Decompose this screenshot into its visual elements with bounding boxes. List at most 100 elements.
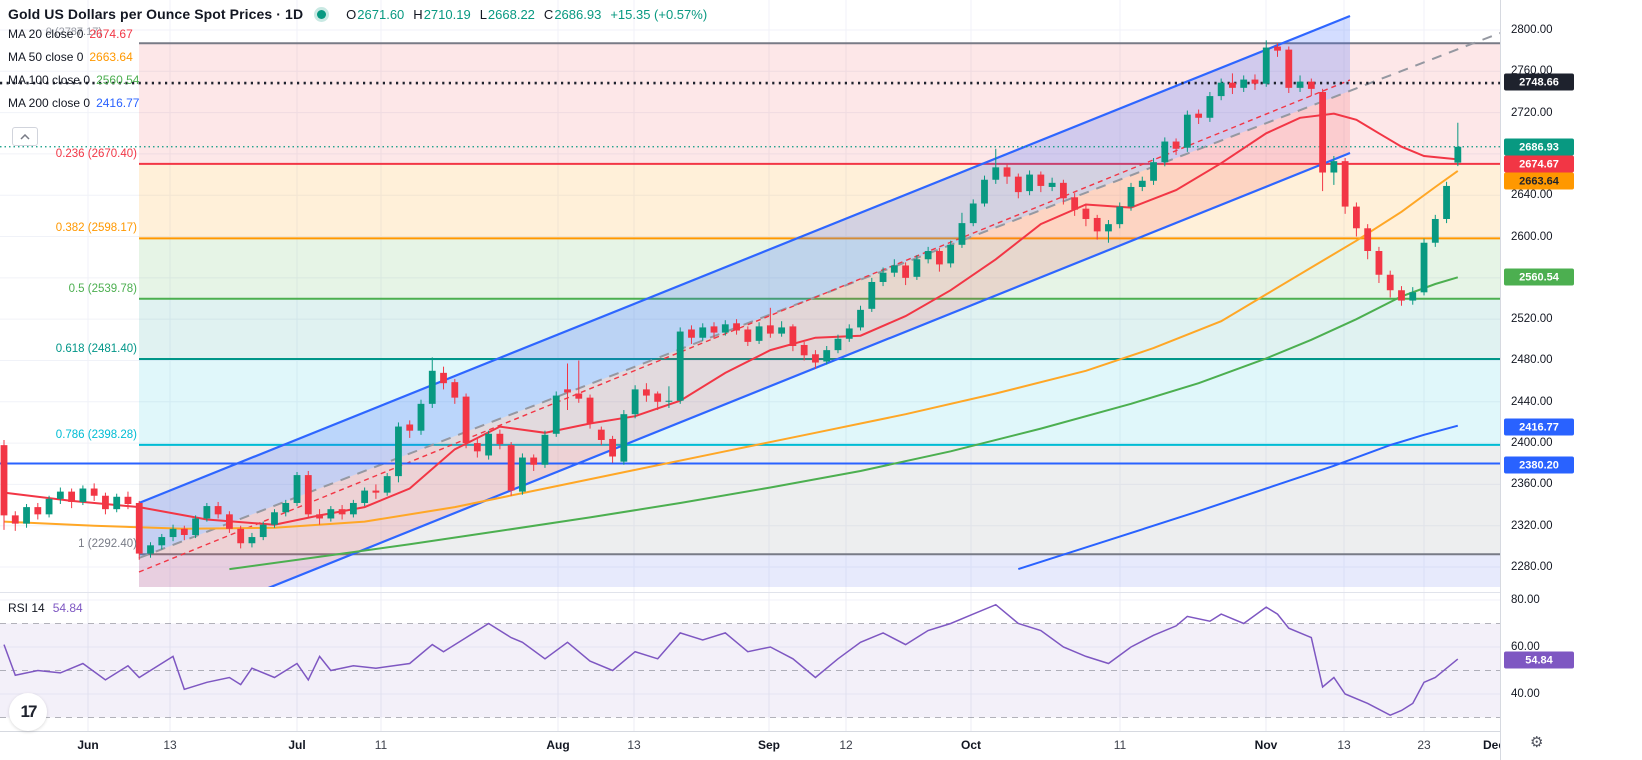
candle (113, 496, 121, 510)
time-tick-23: 23 (1417, 738, 1431, 752)
settings-gear-icon[interactable]: ⚙ (1530, 734, 1544, 751)
candle (45, 498, 53, 515)
rsi-legend[interactable]: RSI 14 54.84 (8, 601, 83, 615)
rsi-name: RSI 14 (8, 601, 45, 615)
candle (744, 329, 752, 342)
market-status-icon[interactable] (317, 9, 327, 19)
time-tick-Aug: Aug (546, 738, 570, 752)
candle (710, 326, 718, 333)
candle (1082, 208, 1090, 219)
rsi-value: 54.84 (52, 601, 83, 615)
tradingview-logo-icon[interactable]: 17 (9, 693, 47, 731)
candle (1059, 182, 1067, 199)
ma-line-MA200 (1017, 424, 1459, 571)
fib-label-0.786: 0.786 (2398.28) (55, 428, 137, 441)
candle (135, 502, 143, 554)
price-chart-canvas[interactable] (0, 0, 1500, 592)
time-tick-11: 11 (374, 738, 388, 752)
price-axis-label: 2720.00 (1511, 106, 1553, 119)
candle (1454, 146, 1462, 163)
candle (1014, 176, 1022, 193)
ma-legend-row-2[interactable]: MA 50 close 0 2663.64 (8, 45, 707, 68)
ma-value: 2663.64 (89, 49, 133, 64)
candle (338, 509, 346, 515)
candle (259, 524, 267, 538)
candle (1330, 161, 1338, 173)
candle (237, 528, 245, 544)
candle (68, 491, 76, 502)
candle (1296, 81, 1304, 88)
candle (1307, 81, 1315, 89)
candle (1003, 167, 1011, 177)
change-value: +15.35 (+0.57%) (610, 6, 708, 22)
ma-value: 2560.54 (96, 72, 140, 87)
price-axis-label: 2400.00 (1511, 437, 1553, 450)
candle (992, 167, 1000, 180)
rsi-axis-label: 80.00 (1511, 594, 1540, 606)
candle (226, 514, 233, 529)
candle (406, 424, 414, 431)
candle (688, 329, 695, 338)
rsi-pane[interactable] (0, 593, 1500, 731)
candle (1048, 182, 1056, 187)
candle (1183, 114, 1191, 148)
ohlc-value-L: L2668.22 (479, 6, 535, 22)
candle (1217, 82, 1225, 97)
candle (890, 265, 898, 273)
candle (552, 395, 560, 434)
candle (1240, 79, 1248, 88)
candle (879, 272, 887, 282)
candle (327, 509, 335, 519)
price-axis[interactable]: 2800.00 2760.00 2720.00 2640.00 2600.00 2520.… (1500, 0, 1642, 760)
ma-label: MA 100 close 0 (8, 72, 91, 87)
price-badge-54.84: 54.84 (1504, 651, 1574, 669)
candle (924, 250, 932, 260)
candle (857, 309, 864, 328)
candle (147, 545, 154, 554)
price-axis-label: 2480.00 (1511, 354, 1553, 367)
ma-legend-row-1[interactable]: MA 20 close 0 2674.67 (8, 22, 707, 45)
symbol-title[interactable]: Gold US Dollars per Ounce Spot Prices · … (8, 6, 304, 22)
candle (1251, 79, 1259, 84)
candle (1116, 206, 1124, 225)
candle (1172, 141, 1180, 149)
candle (485, 433, 493, 456)
chevron-up-icon (20, 133, 30, 140)
candle (766, 325, 774, 334)
time-tick-12: 12 (839, 738, 853, 752)
price-axis-label: 2800.00 (1511, 24, 1553, 36)
rsi-chart-canvas[interactable] (0, 593, 1500, 731)
candle (665, 400, 673, 402)
candle (169, 528, 177, 538)
candle (958, 223, 966, 245)
candle (721, 324, 729, 333)
fib-label-0: 0 (2787.17) (45, 26, 102, 38)
ma-legend-row-3[interactable]: MA 100 close 0 2560.54 (8, 68, 707, 91)
price-axis-label: 2520.00 (1511, 313, 1553, 326)
candle (981, 179, 988, 204)
candle (676, 331, 684, 401)
time-axis[interactable]: Jun 13 Jul 11 Aug 13 Sep 12 Oct 11 Nov 13 23 Dec (0, 731, 1505, 760)
candle (214, 506, 222, 515)
candle (541, 434, 549, 465)
candle (158, 537, 166, 546)
candle (248, 537, 256, 544)
candle (564, 389, 571, 393)
candle (395, 426, 402, 477)
fib-label-0.236: 0.236 (2670.40) (55, 147, 137, 160)
candle (282, 502, 290, 513)
candle (845, 328, 853, 339)
candle (361, 490, 369, 503)
candle (79, 488, 87, 502)
ohlc-value-H: H2710.19 (413, 6, 471, 22)
price-pane[interactable] (0, 0, 1500, 592)
collapse-legend-button[interactable] (12, 127, 38, 146)
candle (1431, 218, 1439, 243)
candle (417, 403, 425, 431)
candle (530, 457, 538, 465)
pane-divider[interactable] (0, 592, 1500, 593)
time-tick-13: 13 (163, 738, 177, 752)
ma-legend-row-4[interactable]: MA 200 close 0 2416.77 (8, 91, 707, 114)
candle (1285, 49, 1293, 88)
